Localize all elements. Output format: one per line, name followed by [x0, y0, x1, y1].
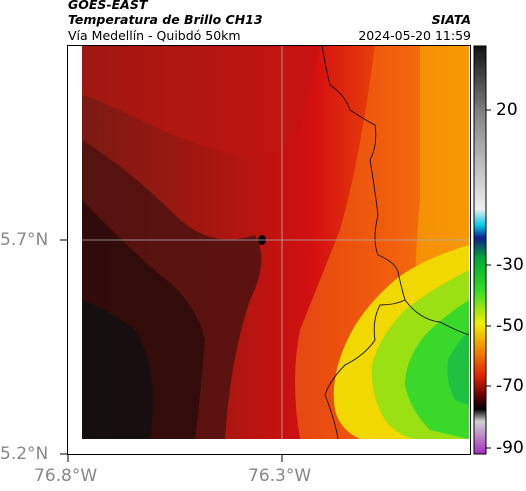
product-title: Temperatura de Brillo CH13	[68, 12, 263, 27]
lat-tick-label: 5.2°N	[0, 444, 49, 464]
timestamp-label: 2024-05-20 11:59	[358, 28, 471, 43]
satellite-source: GOES-EAST	[68, 0, 148, 12]
colorbar	[473, 45, 487, 455]
agency-label: SIATA	[431, 12, 471, 27]
lat-tick-label: 5.7°N	[0, 230, 49, 250]
border-line	[321, 45, 406, 439]
region-label: Vía Medellín - Quibdó 50km	[68, 28, 241, 43]
colorbar-tick-label: -90	[496, 438, 524, 458]
map-frame	[67, 45, 471, 455]
lon-tick-label: 76.8°W	[34, 466, 98, 486]
brightness-temperature-field	[82, 45, 469, 439]
lon-tick-label: 76.3°W	[248, 466, 312, 486]
colorbar-tick-label: -70	[496, 376, 524, 396]
colorbar-tick-label: -30	[496, 255, 524, 275]
colorbar-tick-label: -50	[496, 316, 524, 336]
colorbar-tick-label: 20	[496, 100, 518, 120]
